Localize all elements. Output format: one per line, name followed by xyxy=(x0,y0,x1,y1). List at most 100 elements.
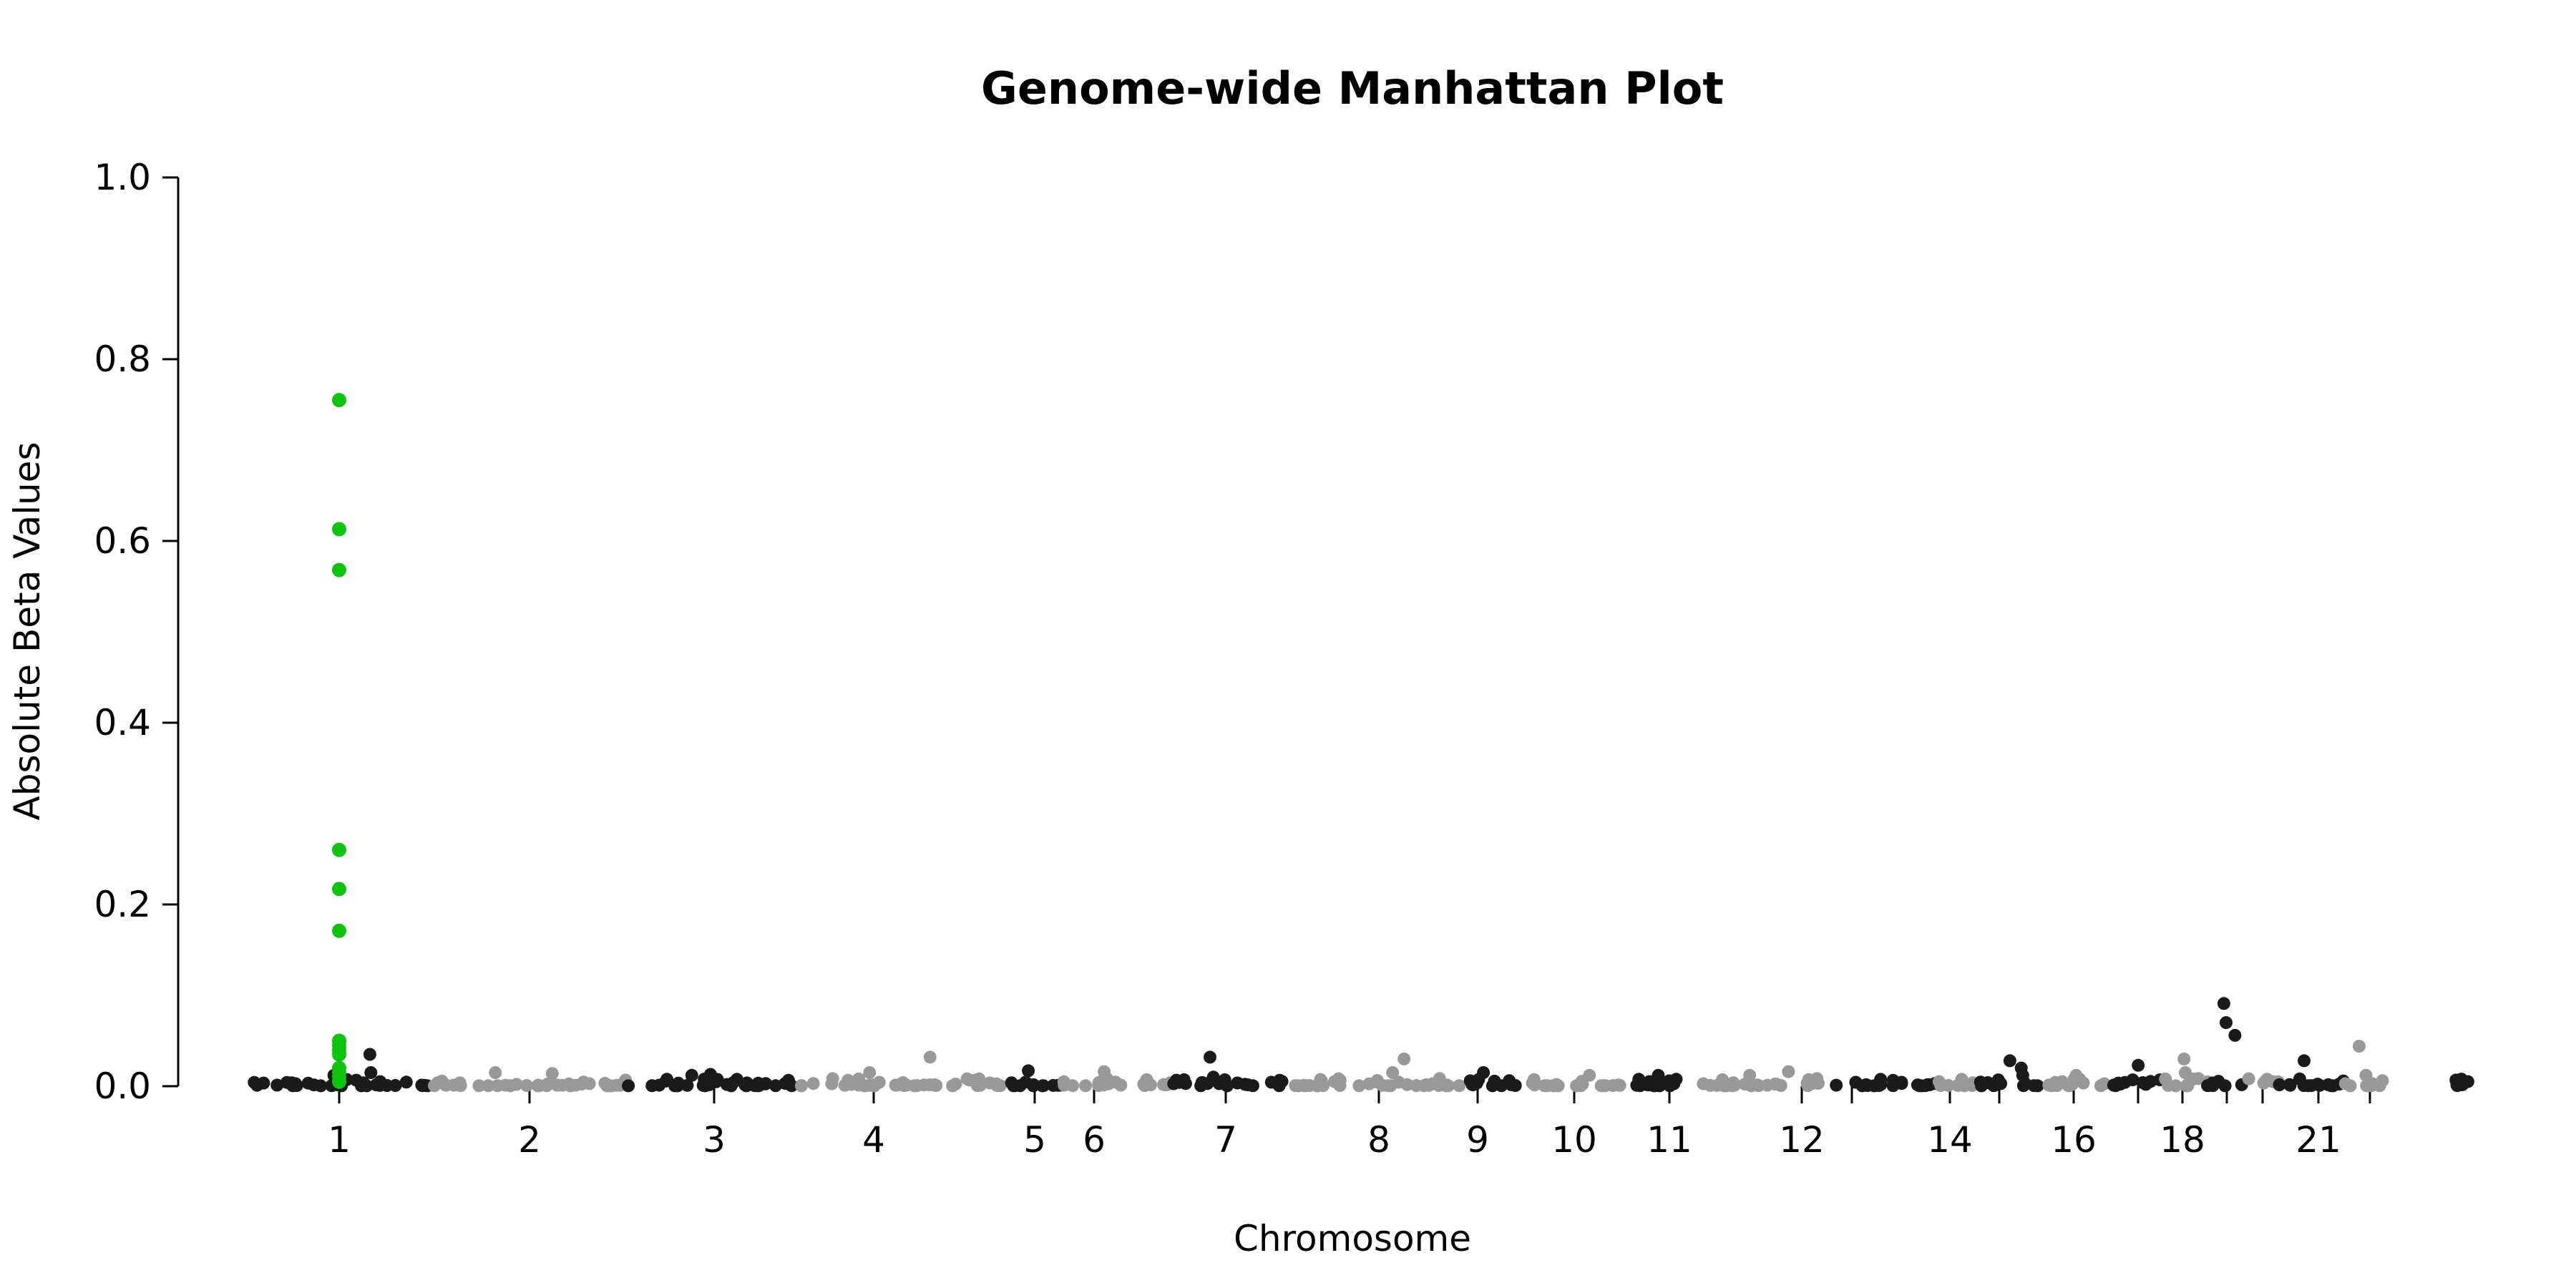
y-tick-label: 0.0 xyxy=(94,1065,151,1107)
data-point xyxy=(1597,1079,1611,1093)
data-point xyxy=(1013,1079,1027,1093)
data-point-peak xyxy=(2298,1054,2311,1068)
data-point xyxy=(2242,1072,2255,1085)
data-point xyxy=(1058,1078,1071,1092)
data-point xyxy=(1314,1073,1327,1086)
data-point-peak xyxy=(2132,1058,2145,1072)
data-point xyxy=(2126,1073,2140,1087)
x-tick-label: 12 xyxy=(1779,1119,1825,1161)
data-point xyxy=(740,1076,753,1090)
x-axis-label: Chromosome xyxy=(1234,1218,1471,1259)
data-point xyxy=(1108,1075,1122,1089)
data-point xyxy=(532,1079,546,1093)
data-point xyxy=(2283,1078,2297,1092)
data-point xyxy=(1611,1078,1625,1092)
data-point-highlight xyxy=(332,1074,346,1089)
data-point xyxy=(908,1079,921,1093)
data-point-peak xyxy=(2293,1072,2306,1085)
data-point xyxy=(1079,1079,1093,1093)
x-tick-label: 18 xyxy=(2160,1119,2205,1161)
data-point xyxy=(301,1076,315,1090)
x-tick-label: 5 xyxy=(1023,1119,1046,1161)
data-point xyxy=(1942,1078,1955,1092)
data-point xyxy=(1297,1079,1310,1093)
data-point xyxy=(1527,1073,1541,1086)
data-point xyxy=(250,1078,264,1092)
data-point xyxy=(1488,1074,1501,1088)
data-point-peak xyxy=(1477,1066,1491,1079)
data-point xyxy=(389,1079,402,1092)
data-point xyxy=(1830,1078,1843,1092)
data-point xyxy=(1140,1073,1153,1086)
x-tick-label: 16 xyxy=(2051,1119,2097,1161)
data-point xyxy=(967,1073,981,1087)
data-point xyxy=(447,1078,461,1092)
data-point-peak xyxy=(685,1068,698,1082)
data-point xyxy=(672,1076,685,1090)
data-point-peak xyxy=(1782,1065,1795,1078)
y-axis-label: Absolute Beta Values xyxy=(6,442,48,821)
data-point xyxy=(550,1078,564,1092)
data-point xyxy=(769,1079,782,1093)
data-point xyxy=(1955,1073,1968,1086)
data-point xyxy=(896,1076,909,1089)
data-point xyxy=(1231,1076,1244,1090)
x-axis-ticks: 1 2 3 4 5 6 7 8 9 10 11 12 14 16 18 21 xyxy=(328,1086,2371,1161)
data-point xyxy=(1333,1079,1347,1092)
data-point xyxy=(1272,1079,1286,1093)
data-point xyxy=(1426,1077,1440,1091)
y-tick-label: 0.2 xyxy=(94,884,151,925)
data-point xyxy=(2180,1079,2193,1093)
data-point xyxy=(569,1078,582,1092)
data-point xyxy=(1466,1078,1480,1092)
data-point xyxy=(2273,1078,2286,1091)
data-point-peak xyxy=(1397,1052,1411,1065)
data-point-highlight xyxy=(332,842,346,857)
data-point xyxy=(1570,1079,1584,1093)
data-point xyxy=(399,1075,413,1089)
data-point xyxy=(795,1079,808,1093)
data-point-peak xyxy=(489,1066,502,1079)
data-point-peak xyxy=(2016,1068,2029,1082)
x-tick-label: 4 xyxy=(862,1119,885,1161)
data-point xyxy=(2192,1072,2205,1085)
data-point xyxy=(360,1079,374,1093)
data-point xyxy=(1541,1079,1554,1093)
data-point xyxy=(582,1077,596,1091)
data-point-peak xyxy=(2069,1068,2083,1082)
data-point xyxy=(1442,1079,1455,1093)
data-point xyxy=(1760,1078,1774,1092)
data-point xyxy=(720,1078,733,1091)
data-point xyxy=(1915,1079,1928,1093)
data-point-peak xyxy=(2179,1066,2192,1079)
data-point xyxy=(2139,1078,2152,1091)
data-point xyxy=(872,1075,886,1089)
x-tick-label: 9 xyxy=(1466,1119,1489,1161)
data-point xyxy=(286,1079,300,1093)
data-point-highlight xyxy=(332,1047,346,1062)
data-point-peak xyxy=(1583,1068,1596,1082)
data-point xyxy=(598,1076,612,1090)
data-point xyxy=(1218,1073,1231,1086)
data-point xyxy=(1975,1079,1989,1093)
data-point xyxy=(1092,1079,1106,1093)
data-point xyxy=(1810,1074,1824,1088)
data-point xyxy=(499,1078,512,1092)
data-point xyxy=(374,1075,387,1088)
data-point-peak xyxy=(2003,1054,2016,1068)
data-point xyxy=(1392,1075,1405,1089)
data-point xyxy=(435,1074,449,1088)
x-tick-label: 8 xyxy=(1367,1119,1390,1161)
x-tick-label: 11 xyxy=(1646,1119,1692,1161)
data-point-peak xyxy=(2352,1040,2366,1053)
x-tick-label: 7 xyxy=(1214,1119,1237,1161)
data-point-peak xyxy=(1652,1068,1665,1082)
data-point-highlight xyxy=(332,562,346,577)
data-point-highlight xyxy=(332,923,346,938)
data-point xyxy=(2305,1079,2318,1093)
data-point xyxy=(949,1078,962,1091)
data-point-peak xyxy=(1098,1065,1111,1078)
data-points xyxy=(248,393,2474,1093)
y-tick-label: 1.0 xyxy=(94,157,151,198)
